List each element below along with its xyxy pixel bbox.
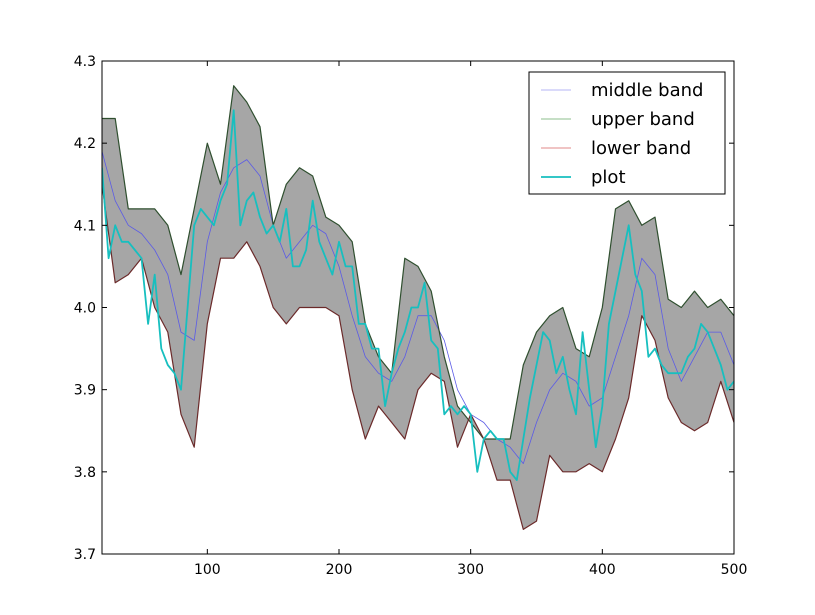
plot-area [102,85,734,531]
series-line-upper-band [102,85,734,440]
legend-box [528,71,726,195]
series-line-lower-band [102,184,734,531]
series-line-middle-band [102,151,734,465]
y-tick-label: 4.3 [74,54,96,70]
legend-label: middle band [591,80,703,101]
y-tick-label: 4.0 [74,301,96,317]
legend-label: lower band [591,138,691,159]
x-tick-label: 300 [457,562,484,578]
x-tick-label: 100 [194,562,221,578]
y-tick-label: 4.1 [74,218,96,234]
y-tick-label: 3.8 [74,465,96,481]
y-tick-label: 3.9 [74,383,96,399]
y-tick-label: 4.2 [74,136,96,152]
axes: 100 200 300 400 500 3.7 3.8 3.9 4.0 4.1 4.2 4.3 [74,54,748,578]
x-tick-label: 200 [326,562,353,578]
x-tick-label: 500 [721,562,748,578]
x-tick-label: 400 [589,562,616,578]
y-tick-label: 3.7 [74,547,96,563]
legend-label: plot [591,167,626,188]
legend-label: upper band [591,109,695,130]
legend: middle band upper band lower band plot [528,71,726,195]
series-line-plot [102,109,734,482]
